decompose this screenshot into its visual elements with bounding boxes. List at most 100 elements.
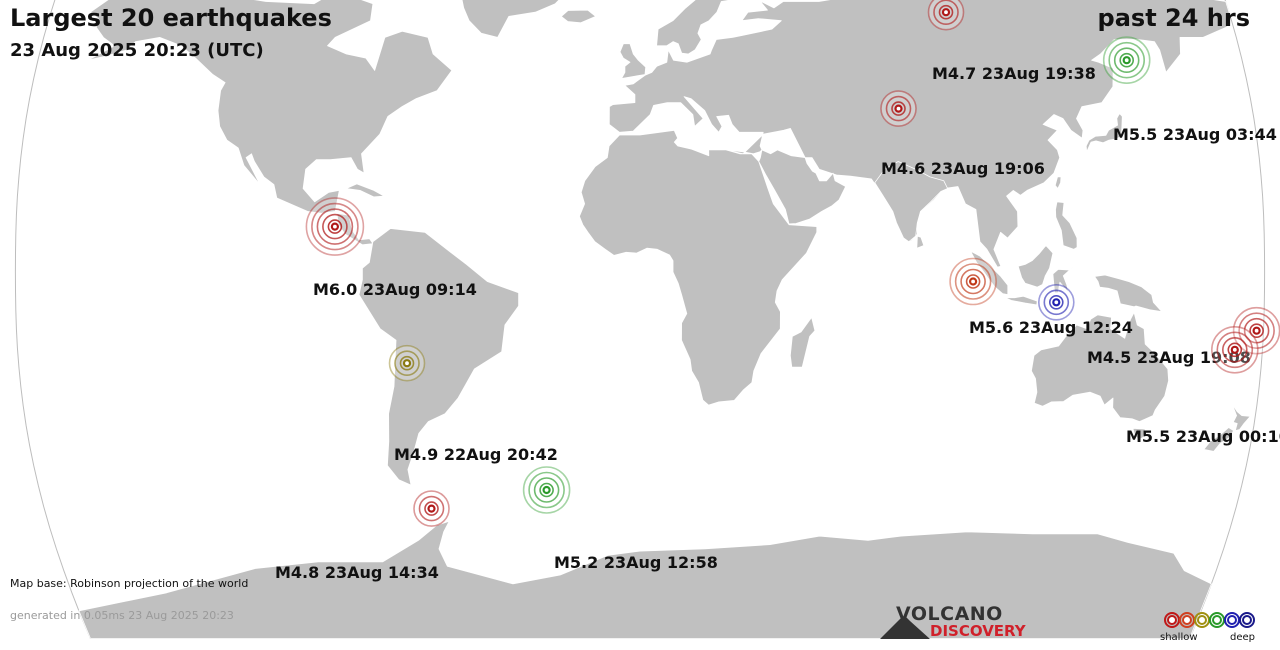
south-america: [358, 228, 519, 486]
java: [1004, 295, 1038, 306]
generated-note: generated in 0.05ms 23 Aug 2025 20:23: [10, 609, 234, 622]
earthquake-marker[interactable]: [388, 344, 426, 382]
legend-depth-circle: [1239, 612, 1255, 628]
volcano-discovery-logo[interactable]: VOLCANO DISCOVERY: [880, 603, 1040, 640]
earthquake-ring: [394, 350, 420, 377]
timestamp: 23 Aug 2025 20:23 (UTC): [10, 40, 264, 61]
earthquake-ring: [399, 355, 415, 371]
legend-shallow-label: shallow: [1160, 632, 1198, 643]
taiwan: [1054, 176, 1062, 189]
earthquake-ring: [528, 471, 565, 509]
tasmania: [1132, 427, 1146, 441]
japan: [1085, 113, 1123, 153]
great-britain: [619, 43, 647, 79]
depth-legend: shallow deep: [1160, 608, 1270, 648]
earthquake-epicenter: [968, 277, 978, 286]
earthquake-ring: [1227, 342, 1243, 358]
earthquake-marker[interactable]: [880, 90, 917, 127]
earthquake-label[interactable]: M6.0 23Aug 09:14: [313, 280, 477, 299]
earthquake-epicenter: [1230, 345, 1239, 354]
arabia: [758, 149, 846, 225]
map-base-note: Map base: Robinson projection of the wor…: [10, 577, 249, 590]
earthquake-ring: [316, 208, 354, 245]
earthquake-ring: [1043, 289, 1070, 316]
earthquake-epicenter: [542, 485, 551, 495]
earthquake-ring: [1249, 323, 1264, 339]
earthquake-marker[interactable]: [1102, 36, 1151, 85]
scandinavia: [656, 0, 734, 55]
madagascar: [789, 317, 816, 368]
earthquake-marker[interactable]: [1038, 283, 1075, 321]
earthquake-ring: [965, 274, 981, 289]
legend-deep-label: deep: [1230, 632, 1255, 643]
earthquake-label[interactable]: M4.7 23Aug 19:38: [932, 64, 1096, 83]
new-guinea: [1094, 274, 1163, 313]
greenland: [461, 0, 560, 38]
earthquake-label[interactable]: M5.2 23Aug 12:58: [554, 553, 718, 572]
earthquake-marker[interactable]: [927, 0, 965, 31]
earthquake-ring: [1222, 336, 1248, 363]
earthquake-ring: [1113, 47, 1140, 74]
australia: [1031, 312, 1169, 422]
earthquake-ring: [1216, 331, 1254, 369]
earthquake-epicenter: [1052, 298, 1061, 307]
earthquake-label[interactable]: M4.5 23Aug 19:08: [1087, 348, 1251, 367]
volcano-icon: [880, 617, 930, 639]
earthquake-ring: [933, 0, 959, 25]
earthquake-marker[interactable]: [1211, 325, 1259, 374]
earthquake-marker[interactable]: [305, 197, 365, 256]
earthquake-epicenter: [894, 104, 903, 113]
logo-text-discovery: DISCOVERY: [930, 622, 1026, 640]
iceland: [560, 9, 597, 24]
time-period: past 24 hrs: [1097, 4, 1250, 32]
earthquake-marker[interactable]: [522, 466, 571, 514]
earthquake-epicenter: [427, 504, 436, 513]
earthquake-ring: [322, 213, 348, 240]
earthquake-label[interactable]: M4.8 23Aug 14:34: [275, 563, 439, 582]
legend-depth-circle: [1227, 615, 1237, 625]
earthquake-ring: [1119, 52, 1134, 68]
new-zealand-north: [1231, 403, 1251, 431]
earthquake-ring: [327, 219, 343, 234]
legend-depth-circle: [1197, 615, 1207, 625]
earthquake-ring: [1049, 294, 1064, 310]
earthquake-label[interactable]: M4.6 23Aug 19:06: [881, 159, 1045, 178]
earthquake-label[interactable]: M5.5 23Aug 03:44: [1113, 125, 1277, 144]
earthquake-marker[interactable]: [1232, 306, 1280, 355]
cuba: [345, 183, 385, 198]
earthquake-ring: [418, 495, 445, 522]
page-title: Largest 20 earthquakes: [10, 4, 332, 32]
earthquake-markers: M4.7 23Aug 19:38 M5.5 23Aug 03:44 M4.6 23A…: [275, 0, 1280, 582]
earthquake-label[interactable]: M5.6 23Aug 12:24: [969, 318, 1133, 337]
sulawesi: [1052, 265, 1075, 294]
depth-legend-circles: [1164, 612, 1255, 628]
earthquake-ring: [311, 202, 359, 251]
earthquake-epicenter: [330, 222, 339, 231]
earthquake-ring: [938, 4, 954, 20]
earthquake-ring: [1108, 41, 1145, 79]
earthquake-label[interactable]: M4.9 22Aug 20:42: [394, 445, 558, 464]
philippines: [1055, 201, 1078, 250]
earthquake-ring: [533, 477, 560, 503]
earthquake-epicenter: [402, 359, 412, 368]
antarctica: [78, 520, 1212, 639]
sri-lanka: [916, 235, 925, 249]
india: [874, 161, 948, 243]
africa: [579, 129, 818, 406]
new-zealand-south: [1203, 427, 1234, 452]
earthquake-epicenter: [941, 8, 951, 17]
earthquake-label[interactable]: M5.5 23Aug 00:10: [1126, 427, 1280, 446]
legend-depth-circle: [1182, 615, 1192, 625]
earthquake-ring: [1238, 312, 1275, 350]
earthquake-marker[interactable]: [413, 490, 450, 527]
earthquake-ring: [954, 263, 992, 300]
earthquake-marker[interactable]: [949, 257, 997, 306]
logo-text-volcano: VOLCANO: [896, 603, 1003, 625]
legend-depth-circle: [1167, 615, 1177, 625]
earthquake-ring: [424, 501, 439, 516]
earthquake-ring: [885, 95, 912, 122]
earthquake-ring: [891, 101, 906, 116]
earthquake-ring: [539, 482, 554, 498]
europe-asia: [608, 0, 1231, 268]
